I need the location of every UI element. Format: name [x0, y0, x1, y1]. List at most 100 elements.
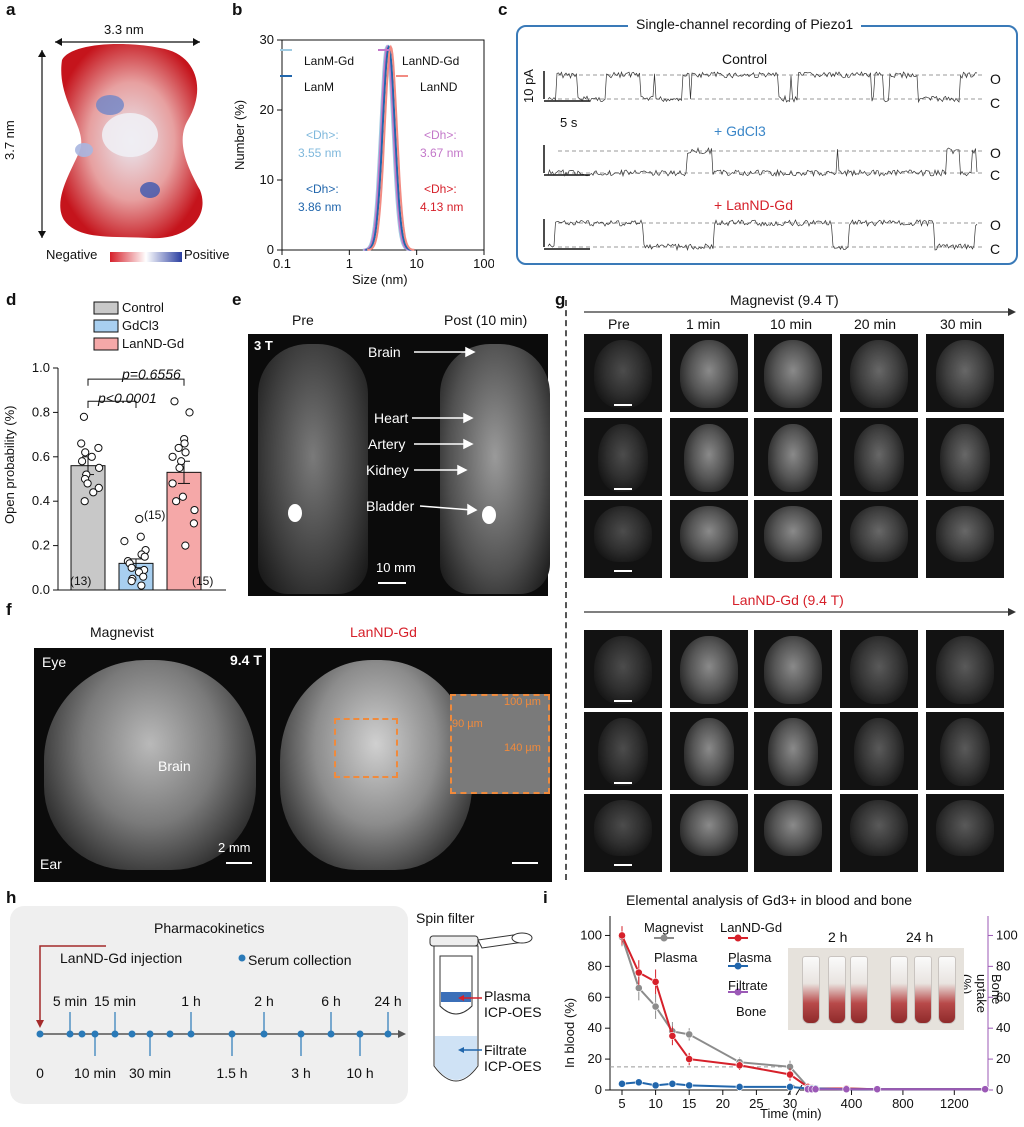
h-bottom-time: 3 h — [291, 1065, 310, 1081]
closed-label-1: C — [990, 95, 1001, 111]
g-scale-bar — [614, 404, 632, 406]
i-ytick-label: 0 — [595, 1082, 602, 1097]
plasma-label: Plasma — [484, 988, 531, 1004]
i-point — [651, 1081, 660, 1090]
g-mri-tile — [670, 418, 748, 496]
tube — [828, 956, 846, 1024]
d-point — [83, 479, 92, 488]
i-point — [634, 968, 643, 977]
panel-label-a: a — [6, 0, 16, 19]
i-legend-dot — [734, 934, 742, 942]
i-ytick-label: 20 — [588, 1051, 602, 1066]
h-top-time: 15 min — [94, 993, 136, 1009]
dh-value-3: 3.86 nm — [298, 200, 342, 214]
b-series-lannd — [367, 44, 415, 251]
d-point — [174, 443, 183, 453]
i-point — [735, 1083, 744, 1091]
panel-d: 0.0 0.2 0.4 0.6 0.8 1.0 Open probability (%) … — [0, 298, 230, 598]
p-value-2: p=0.6556 — [122, 366, 181, 382]
tube — [890, 956, 908, 1024]
n-gdcl3: (15) — [144, 508, 166, 522]
brain-label: Brain — [158, 758, 191, 774]
h-serum-dot — [238, 954, 246, 962]
d-point — [94, 463, 104, 472]
d-point — [87, 452, 96, 461]
panel-label-d: d — [6, 290, 17, 309]
scale-x-label: 5 s — [560, 115, 578, 130]
organ-arrows — [412, 346, 478, 516]
legend-plasma-lan: Plasma — [728, 950, 772, 965]
g-mri-tile — [754, 500, 832, 578]
i-point — [981, 1085, 990, 1094]
h-sample-dot — [228, 1030, 236, 1038]
eye-label: Eye — [42, 654, 67, 670]
dh-label-1: <Dh>: — [306, 128, 339, 142]
e-scale-bar — [378, 582, 406, 584]
organ-bladder: Bladder — [366, 498, 415, 514]
g-mri-tile — [840, 418, 918, 496]
g-mri-tile — [584, 500, 662, 578]
spin-filter: Spin filter Plasma ICP-OES Filtrate ICP-… — [412, 906, 542, 1106]
g-scale-bar — [614, 570, 632, 572]
i-ylabel: In blood (%) — [562, 997, 577, 1068]
i-xtick-label: 20 — [716, 1096, 730, 1111]
h-sample-dot — [260, 1030, 268, 1038]
d-ytick-label: 0.4 — [32, 493, 50, 508]
d-point — [80, 497, 89, 506]
d-point — [175, 463, 184, 472]
h-top-time: 1 h — [181, 993, 200, 1009]
i-break — [795, 1084, 803, 1096]
g-mri-tile — [840, 712, 918, 790]
d-bar-2 — [166, 471, 202, 591]
legend-lannd-gd: LanND-Gd — [122, 336, 185, 351]
h-sample-dot — [384, 1030, 392, 1038]
g-mri-tile — [754, 418, 832, 496]
d-point — [79, 412, 89, 421]
g-mri-tile — [670, 794, 748, 872]
h-sample-dot — [91, 1030, 99, 1038]
negative-label: Negative — [46, 247, 98, 262]
legend-gdcl3: GdCl3 — [122, 318, 159, 333]
panel-c: Single-channel recording of Piezo1 Contr… — [516, 16, 1018, 265]
d-ytick-label: 0.8 — [32, 404, 50, 419]
i-y2tick-label: 40 — [996, 1020, 1010, 1035]
tube — [914, 956, 932, 1024]
panel-i: Elemental analysis of Gd3+ in blood and … — [560, 890, 1022, 1126]
organ-heart: Heart — [374, 410, 409, 426]
open-label-2: O — [990, 145, 1001, 161]
i-xtick-label: 5 — [618, 1096, 625, 1111]
tubes-photo: 2 h 24 h — [788, 929, 964, 1030]
i-point — [811, 1085, 820, 1094]
d-point — [140, 552, 149, 561]
c-trace-1 — [547, 146, 978, 178]
filtrate-label: Filtrate — [484, 1042, 527, 1058]
photo-2h: 2 h — [828, 929, 848, 945]
h-top-time: 6 h — [321, 993, 340, 1009]
h-axis-arrow — [398, 1030, 406, 1038]
d-bracket-1 — [87, 400, 137, 408]
i-xtick-label: 25 — [749, 1096, 763, 1111]
i-xtick-label: 400 — [841, 1096, 863, 1111]
legend-lannd: LanND — [420, 80, 458, 94]
i-ytick-label: 100 — [580, 927, 602, 942]
i-y2tick-label: 80 — [996, 958, 1010, 973]
height-label: 3.7 nm — [2, 120, 17, 160]
f-lannd-image: 100 µm 90 µm 140 µm — [270, 648, 552, 882]
b-ytick-label: 30 — [260, 32, 274, 47]
g-time-10: 10 min — [770, 316, 813, 332]
i-point — [873, 1085, 882, 1094]
g-mri-tile: 5 mm — [670, 334, 748, 412]
legend-control: Control — [122, 300, 164, 315]
photo-24h: 24 h — [906, 929, 934, 945]
field-3t: 3 T — [254, 338, 273, 353]
scale-y-label: 10 pA — [521, 69, 536, 103]
panel-e: 3 T Brain Heart Artery Kidney Bladder 10… — [248, 334, 550, 596]
closed-label-3: C — [990, 241, 1001, 257]
i-xlabel: Time (min) — [760, 1106, 822, 1121]
f-scale-bar — [226, 862, 252, 864]
b-xtick-label: 0.1 — [273, 256, 291, 271]
d-point — [180, 439, 189, 448]
d-point — [77, 457, 87, 466]
d-point — [190, 505, 199, 515]
tube — [850, 956, 868, 1024]
